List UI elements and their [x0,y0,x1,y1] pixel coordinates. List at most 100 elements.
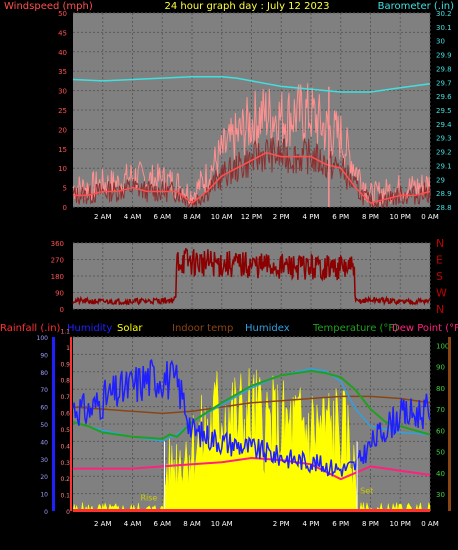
x-tick-label: 2 PM [273,520,290,528]
top-chart-grid [73,12,431,208]
x-tick-label: 8 AM [183,520,201,528]
rainfall-tick-label: 1.1 [60,328,70,335]
rainfall-tick-label: 0.7 [60,394,70,401]
series-label: Dew Point (°F) [392,323,458,334]
rainfall-tick-label: 0.4 [60,443,70,450]
x-tick-label: 0 AM [421,213,439,221]
rainfall-tick-label: 0.1 [60,493,70,500]
rainfall-axis-bar [70,337,72,511]
top-series [72,75,431,209]
humidity-line [72,358,431,478]
y-tick-label: 30.1 [436,24,452,32]
humidity-ticks: 0 10 20 30 40 50 60 70 80 90 100 [37,335,49,516]
bottom-x-ticks: 2 AM 4 AM 6 AM 8 AM 10 AM 2 PM 4 PM 6 PM 8 PM 10 … [94,520,439,528]
y-tick-label: 10 [58,165,67,173]
y-tick-label: 29.9 [436,52,452,60]
x-tick-label: 6 PM [332,520,349,528]
y-tick-label: 45 [58,29,67,37]
direction-series [72,248,431,307]
y-tick-label: 15 [58,146,67,154]
x-tick-label: 8 PM [362,520,379,528]
y-tick-label: 29.4 [436,121,452,129]
humidity-tick-label: 100 [37,335,49,342]
humidity-axis-bar [52,337,55,511]
y-tick-label: 30 [436,38,445,46]
series-label: Solar [117,323,143,334]
barometer-line [72,75,431,93]
compass-label: N [436,303,444,316]
x-tick-label: 4 AM [124,520,142,528]
temperature-tick-label: 100 [436,342,449,350]
y-tick-label: 180 [51,273,64,281]
rainfall-tick-label: 0.5 [60,427,70,434]
humidity-tick-label: 10 [40,492,48,499]
x-tick-label: 2 AM [94,520,112,528]
series-label: Temperature (°F) [312,323,398,334]
x-tick-label: 12 PM [241,213,262,221]
series-label: Rainfall (.in) [0,323,61,334]
y-tick-label: 29.2 [436,149,452,157]
humidity-tick-label: 70 [40,387,48,394]
x-tick-label: 8 AM [183,213,201,221]
series-label: Indoor temp [172,323,233,334]
top-chart-title: 24 hour graph day : July 12 2023 [164,1,329,12]
rainfall-ticks: 0 0.1 0.2 0.3 0.4 0.5 0.6 0.7 0.8 0.9 1 1.1 [60,328,70,516]
y-tick-label: 30 [58,88,67,96]
compass-label: E [436,254,443,267]
temperature-line [72,369,431,440]
y-tick-label: 29.8 [436,65,452,73]
y-tick-label: 40 [58,49,67,57]
y-tick-label: 25 [58,107,67,115]
x-tick-label: 10 AM [211,520,233,528]
y-tick-label: 35 [58,68,67,76]
temperature-tick-label: 90 [436,364,445,372]
rainfall-tick-label: 0.9 [60,361,70,368]
temperature-tick-label: 80 [436,385,445,393]
x-tick-label: 6 PM [332,213,349,221]
top-x-ticks: 2 AM 4 AM 6 AM 8 AM 10 AM 12 PM 2 PM 4 PM 6 PM 8 … [94,213,439,221]
humidity-tick-label: 0 [44,509,48,516]
x-tick-label: 4 AM [124,213,142,221]
temperature-tick-label: 40 [436,470,445,478]
rainfall-tick-label: 1 [66,345,70,352]
series-label: Humidity [67,323,112,334]
temperature-tick-label: 70 [436,406,445,414]
y-tick-label: 270 [51,257,64,265]
y-tick-label: 29.6 [436,93,452,101]
y-tick-label: 30.2 [436,10,452,18]
humidity-tick-label: 80 [40,370,48,377]
x-tick-label: 2 AM [94,213,112,221]
y-tick-label: 20 [58,126,67,134]
x-tick-label: 6 AM [153,213,171,221]
compass-label: S [436,270,443,283]
bottom-chart: Rainfall (.in) Humidity Solar Indoor temp Hu… [0,323,458,528]
y-tick-label: 29.1 [436,162,452,170]
compass-label: W [436,287,447,300]
top-right-ticks: 28.8 28.9 29 29.1 29.2 29.3 29.4 29.5 29.6 29.7 29… [436,10,452,212]
temperature-tick-label: 60 [436,427,445,435]
temperature-tick-label: 30 [436,491,445,499]
rainfall-tick-label: 0 [66,509,70,516]
y-tick-label: 90 [55,290,64,298]
x-tick-label: 4 PM [303,213,320,221]
rain-baseline [73,509,430,511]
rainfall-tick-label: 0.6 [60,411,70,418]
bottom-header-labels: Rainfall (.in) Humidity Solar Indoor temp Hu… [0,323,458,334]
temperature-ticks: 30 40 50 60 70 80 90 100 [436,342,449,499]
x-tick-label: 4 PM [303,520,320,528]
wind-direction-line [72,248,431,307]
y-tick-label: 29.7 [436,79,452,87]
top-chart: Windspeed (mph) 24 hour graph day : July… [4,1,454,221]
humidity-tick-label: 30 [40,457,48,464]
wind-gust-line [72,83,431,208]
top-left-axis-label: Windspeed (mph) [4,1,93,12]
sunset-label: Set [360,487,373,496]
rainfall-tick-label: 0.8 [60,378,70,385]
y-tick-label: 0 [63,204,67,212]
y-tick-label: 28.8 [436,204,452,212]
series-label: Humidex [245,323,290,334]
x-tick-label: 8 PM [362,213,379,221]
y-tick-label: 29.5 [436,107,452,115]
x-tick-label: 10 PM [390,520,411,528]
